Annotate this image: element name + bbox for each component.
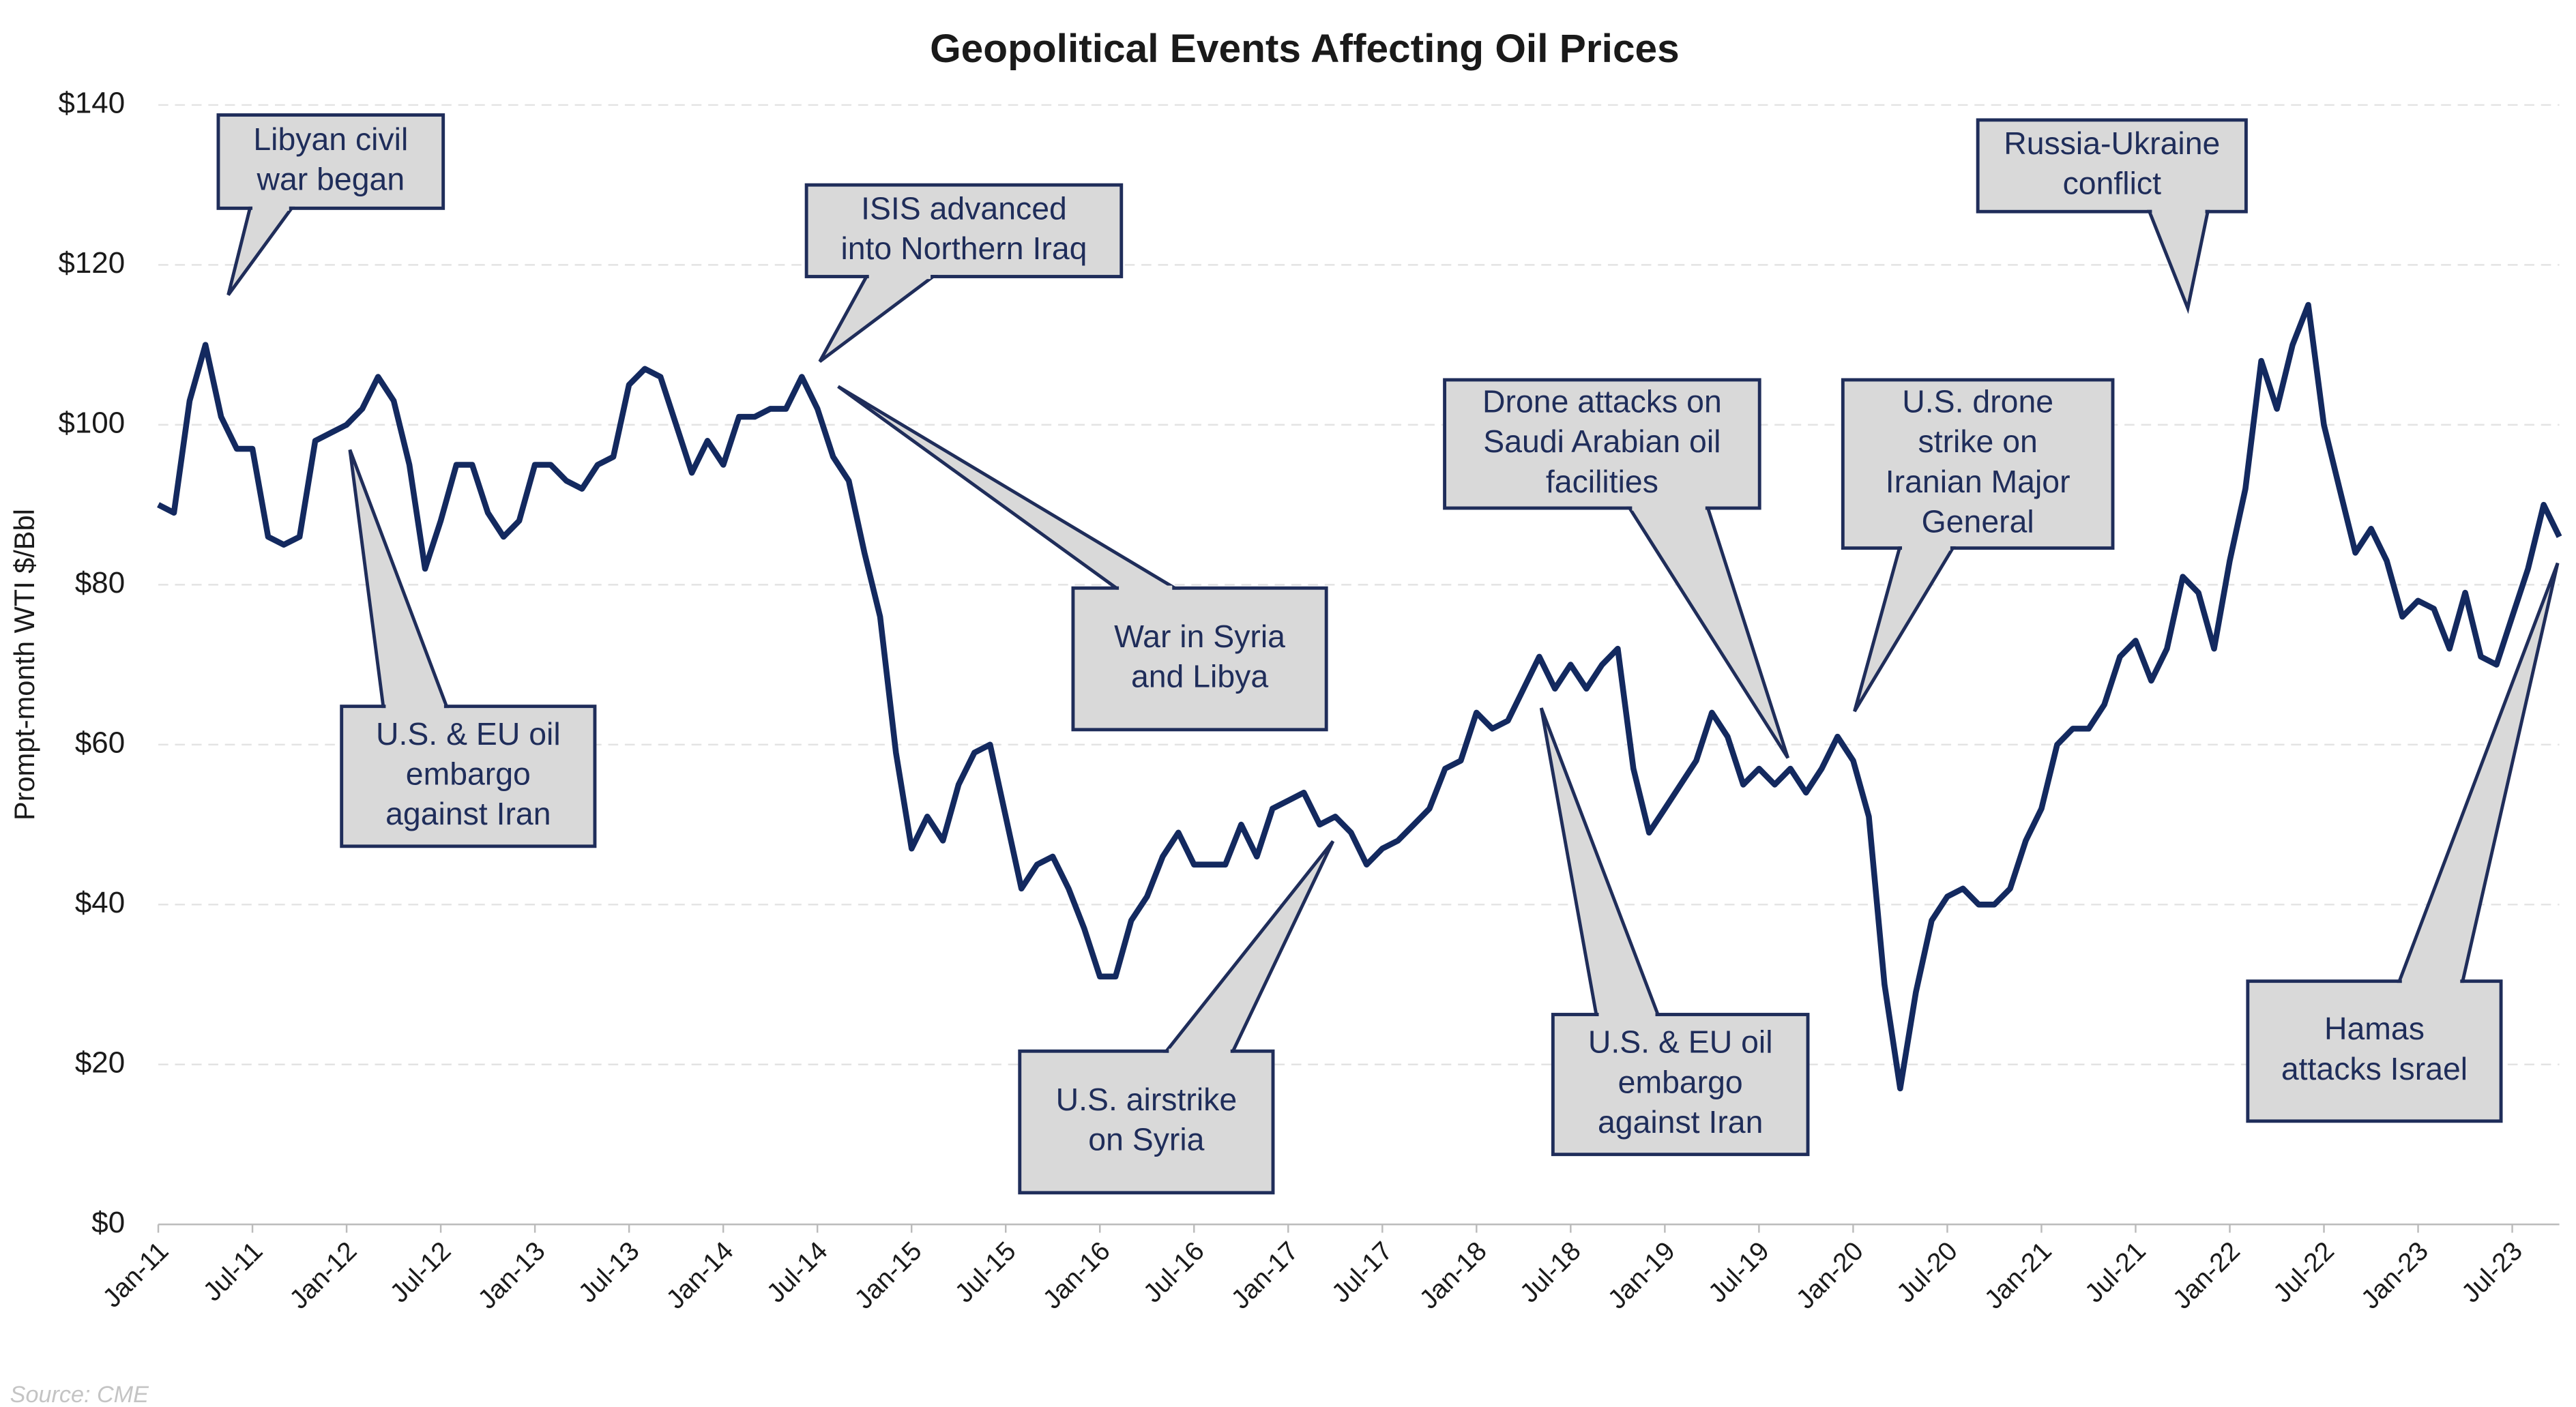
- annotation-text: and Libya: [1131, 659, 1268, 694]
- x-tick-label: Jul-21: [2079, 1236, 2152, 1309]
- y-tick-label: $140: [58, 87, 125, 120]
- price-line: [157, 301, 2562, 1092]
- annotation-text: against Iran: [385, 796, 551, 831]
- annotation-pointer: [348, 449, 450, 709]
- x-tick-label: Jul-17: [1326, 1236, 1399, 1309]
- x-tick-label: Jan-22: [2167, 1236, 2246, 1315]
- x-tick-label: Jul-15: [950, 1236, 1022, 1309]
- annotation-text: Iranian Major: [1886, 464, 2070, 499]
- x-tick-label: Jul-19: [1703, 1236, 1775, 1309]
- annotation-pointer: [1162, 840, 1335, 1053]
- annotation: U.S. & EU oil embargo against Iran: [1539, 707, 1810, 1157]
- y-axis-title: Prompt-month WTI $/Bbl: [8, 509, 40, 820]
- annotation-text: into Northern Iraq: [840, 231, 1087, 266]
- y-tick-label: $20: [75, 1046, 125, 1079]
- annotation-text: attacks Israel: [2281, 1051, 2468, 1086]
- x-tick-label: Jul-11: [198, 1236, 269, 1307]
- y-tick-label: $60: [75, 726, 125, 759]
- annotation-pointer: [818, 275, 939, 364]
- x-tick-label: Jan-17: [1226, 1236, 1304, 1315]
- x-tick-label: Jan-18: [1414, 1236, 1493, 1315]
- annotation-text: ISIS advanced: [861, 190, 1067, 226]
- annotation-box: [340, 705, 597, 848]
- x-tick-label: Jul-16: [1138, 1236, 1210, 1309]
- annotation-box: [1071, 586, 1328, 732]
- annotation-pointer: [837, 385, 1181, 590]
- annotation-text: U.S. & EU oil: [376, 716, 561, 752]
- annotation-text: War in Syria: [1114, 619, 1285, 654]
- annotation-text: U.S. & EU oil: [1588, 1024, 1773, 1060]
- annotation-text: Russia-Ukraine: [2004, 125, 2220, 161]
- annotation-text: Drone attacks on: [1482, 384, 1722, 419]
- annotation-box: [1018, 1049, 1275, 1195]
- annotation: Libyan civil war began: [216, 113, 445, 296]
- annotation: Drone attacks on Saudi Arabian oil facilit…: [1443, 378, 1790, 759]
- x-tick-label: Jul-23: [2456, 1236, 2528, 1309]
- annotation-box: [1841, 378, 2115, 550]
- x-tick-label: Jan-21: [1979, 1236, 2058, 1315]
- annotation-text: strike on: [1918, 424, 2038, 459]
- annotation-text: Libyan civil: [253, 121, 408, 157]
- x-tick-label: Jan-23: [2356, 1236, 2434, 1315]
- annotation-text: U.S. airstrike: [1056, 1082, 1238, 1117]
- annotation-text: war began: [256, 162, 405, 197]
- annotation-text: embargo: [1618, 1064, 1743, 1099]
- x-tick-label: Jan-14: [661, 1236, 740, 1315]
- annotation-box: [804, 183, 1124, 278]
- annotation: ISIS advanced into Northern Iraq: [804, 183, 1124, 364]
- annotation-box: [216, 113, 445, 210]
- annotation: Hamas attacks Israel: [2246, 562, 2560, 1123]
- x-tick-label: Jul-22: [2268, 1236, 2340, 1309]
- annotation-box: [1551, 1013, 1810, 1157]
- annotation: U.S. drone strike on Iranian Major General: [1841, 378, 2115, 713]
- annotation: U.S. & EU oil embargo against Iran: [340, 449, 597, 848]
- source-note: Source: CME: [10, 1382, 149, 1407]
- x-tick-label: Jan-12: [284, 1236, 363, 1315]
- annotation-text: on Syria: [1088, 1122, 1204, 1157]
- chart-title: Geopolitical Events Affecting Oil Prices: [930, 27, 1680, 71]
- x-tick-label: Jul-14: [761, 1236, 834, 1309]
- y-tick-label: $80: [75, 566, 125, 599]
- y-tick-label: $100: [58, 406, 125, 439]
- y-tick-label: $120: [58, 246, 125, 280]
- x-tick-label: Jul-12: [385, 1236, 457, 1309]
- annotation-text: General: [1922, 503, 2034, 539]
- x-tick-label: Jan-13: [473, 1236, 551, 1315]
- annotation-text: facilities: [1546, 464, 1658, 499]
- x-tick-label: Jan-11: [98, 1236, 175, 1314]
- annotation-pointer: [226, 206, 295, 296]
- annotation: Russia-Ukraine conflict: [1976, 118, 2248, 314]
- annotation-pointer: [2147, 209, 2210, 314]
- annotation-text: Saudi Arabian oil: [1483, 424, 1721, 459]
- annotation: War in Syria and Libya: [837, 385, 1328, 732]
- annotation-box: [2246, 979, 2503, 1123]
- annotation-box: [1443, 378, 1761, 510]
- annotation-text: conflict: [2063, 166, 2161, 201]
- y-tick-label: $40: [75, 886, 125, 919]
- x-tick-label: Jan-15: [849, 1236, 928, 1315]
- x-tick-label: Jul-18: [1514, 1236, 1587, 1309]
- x-tick-label: Jan-16: [1038, 1236, 1116, 1315]
- y-tick-label: $0: [91, 1206, 125, 1239]
- x-tick-label: Jul-20: [1891, 1236, 1963, 1309]
- x-tick-label: Jan-19: [1602, 1236, 1681, 1315]
- annotation-pointer: [1539, 707, 1660, 1016]
- annotation-pointer: [2397, 562, 2560, 983]
- annotation-text: embargo: [406, 756, 531, 791]
- x-tick-label: Jan-20: [1791, 1236, 1869, 1315]
- annotation-pointer: [1853, 546, 1956, 713]
- annotation-box: [1976, 118, 2248, 213]
- annotation: U.S. airstrike on Syria: [1018, 840, 1335, 1195]
- annotation-text: U.S. drone: [1902, 384, 2053, 419]
- annotation-text: Hamas: [2324, 1011, 2425, 1046]
- annotation-text: against Iran: [1598, 1104, 1763, 1140]
- x-tick-label: Jul-13: [573, 1236, 645, 1309]
